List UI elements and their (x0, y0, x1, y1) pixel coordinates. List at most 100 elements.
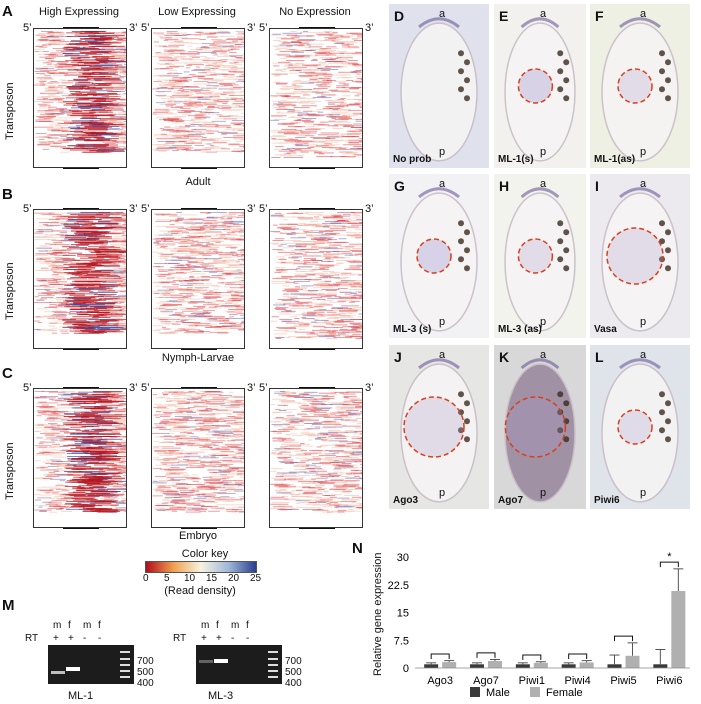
ylabel-transposon-a: Transposon (4, 82, 16, 140)
gene-body-bracket (299, 167, 335, 169)
colorkey-tick: 0 (143, 573, 149, 584)
lane-sex-label: f (246, 620, 249, 631)
lane-sex-label: f (98, 620, 101, 631)
legend-label: Male (486, 687, 510, 699)
comparison-bracket (522, 654, 542, 661)
comparison-bracket (659, 561, 679, 568)
panel-letter-b: B (2, 186, 13, 203)
rt-label: RT (25, 633, 39, 644)
anterior-label: a (540, 178, 547, 190)
heatmap-panel (151, 209, 245, 349)
gel-image (196, 645, 282, 684)
lane-rt-label: - (231, 633, 235, 644)
probe-name: Ago3 (393, 495, 418, 506)
photo-letter: G (394, 178, 405, 194)
lane-rt-label: + (201, 633, 207, 644)
ladder-size: 400 (137, 678, 154, 689)
category-label: Ago3 (427, 675, 453, 687)
bar-male (515, 664, 530, 668)
heatmap-panel (269, 388, 363, 528)
anterior-label: a (640, 349, 647, 361)
anterior-label: a (540, 349, 547, 361)
comparison-bracket (614, 635, 633, 642)
y-tick-label: 0 (403, 663, 409, 675)
gene-body-bracket (299, 527, 335, 529)
gel-image (48, 645, 134, 684)
anterior-label: a (640, 8, 647, 20)
five-prime-label: 5’ (259, 382, 268, 394)
ladder-size: 500 (285, 667, 302, 678)
lane-rt-label: - (98, 633, 102, 644)
gel-panel: m + f + m - f - RT 700 500 400 ML-1 (20, 620, 160, 704)
photo-letter: H (499, 178, 510, 194)
lane-rt-label: - (246, 633, 250, 644)
colorkey-title: Color key (181, 548, 229, 560)
heatmap-panel (33, 388, 127, 528)
gene-body-bracket (181, 348, 217, 350)
lane-sex-label: m (83, 620, 92, 631)
column-title-none: No Expression (279, 6, 351, 18)
five-prime-label: 5’ (259, 22, 268, 34)
gene-body-bracket (63, 348, 99, 350)
colorkey-tick: 25 (250, 573, 262, 584)
category-label: Piwi4 (565, 675, 591, 687)
legend-swatch (530, 687, 540, 697)
colorkey-tick: 10 (184, 573, 196, 584)
category-label: Piwi5 (610, 675, 636, 687)
five-prime-label: 5’ (23, 382, 32, 394)
gene-body-bracket (181, 167, 217, 169)
three-prime-label: 3’ (365, 22, 374, 34)
posterior-label: p (640, 487, 647, 499)
anterior-label: a (540, 8, 547, 20)
five-prime-label: 5’ (23, 203, 32, 215)
bar-chart: 0 7.5 15 22.5 30 Ago3 Ago7 Piwi1 Piwi4 Piwi5 * Piwi… (388, 551, 690, 699)
bar-female (671, 591, 686, 668)
gel-name: ML-1 (68, 690, 94, 702)
probe-name: ML-3 (as) (498, 324, 542, 335)
y-tick-label: 30 (397, 552, 409, 564)
ladder-size: 400 (285, 678, 302, 689)
posterior-label: p (540, 146, 547, 158)
colorkey-tick: 20 (228, 573, 240, 584)
ladder-size: 700 (285, 656, 302, 667)
posterior-label: p (540, 316, 547, 328)
lane-sex-label: f (68, 620, 71, 631)
caption-embryo: Embryo (179, 530, 217, 542)
three-prime-label: 3’ (365, 382, 374, 394)
three-prime-label: 3’ (129, 203, 138, 215)
gene-body-bracket (181, 527, 217, 529)
significance-star: * (667, 551, 672, 563)
photo-letter: F (595, 8, 604, 24)
category-label: Piwi1 (519, 675, 545, 687)
lane-rt-label: + (68, 633, 74, 644)
panel-letter-a: A (2, 3, 13, 20)
column-title-low: Low Expressing (158, 6, 236, 18)
caption-nymph: Nymph-Larvae (161, 352, 235, 364)
probe-name: Ago7 (498, 495, 523, 506)
comparison-bracket (568, 653, 588, 659)
comparison-bracket (476, 652, 496, 658)
posterior-label: p (439, 146, 446, 158)
lane-sex-label: m (53, 620, 62, 631)
heatmap-panel (151, 28, 245, 168)
probe-name: ML-1(as) (594, 154, 636, 165)
photo-letter: L (595, 349, 604, 365)
five-prime-label: 5’ (23, 22, 32, 34)
colorkey-ticks: 0 5 10 15 20 25 (140, 573, 262, 585)
posterior-label: p (640, 146, 647, 158)
bar-male (424, 664, 439, 668)
heatmap-panel (269, 28, 363, 168)
bar-male (653, 664, 668, 668)
photo-letter: J (394, 349, 402, 365)
posterior-label: p (640, 316, 647, 328)
gene-body-bracket (63, 527, 99, 529)
colorkey-tick: 5 (164, 573, 170, 584)
heatmap-panel (151, 388, 245, 528)
photo-letter: D (394, 8, 405, 24)
